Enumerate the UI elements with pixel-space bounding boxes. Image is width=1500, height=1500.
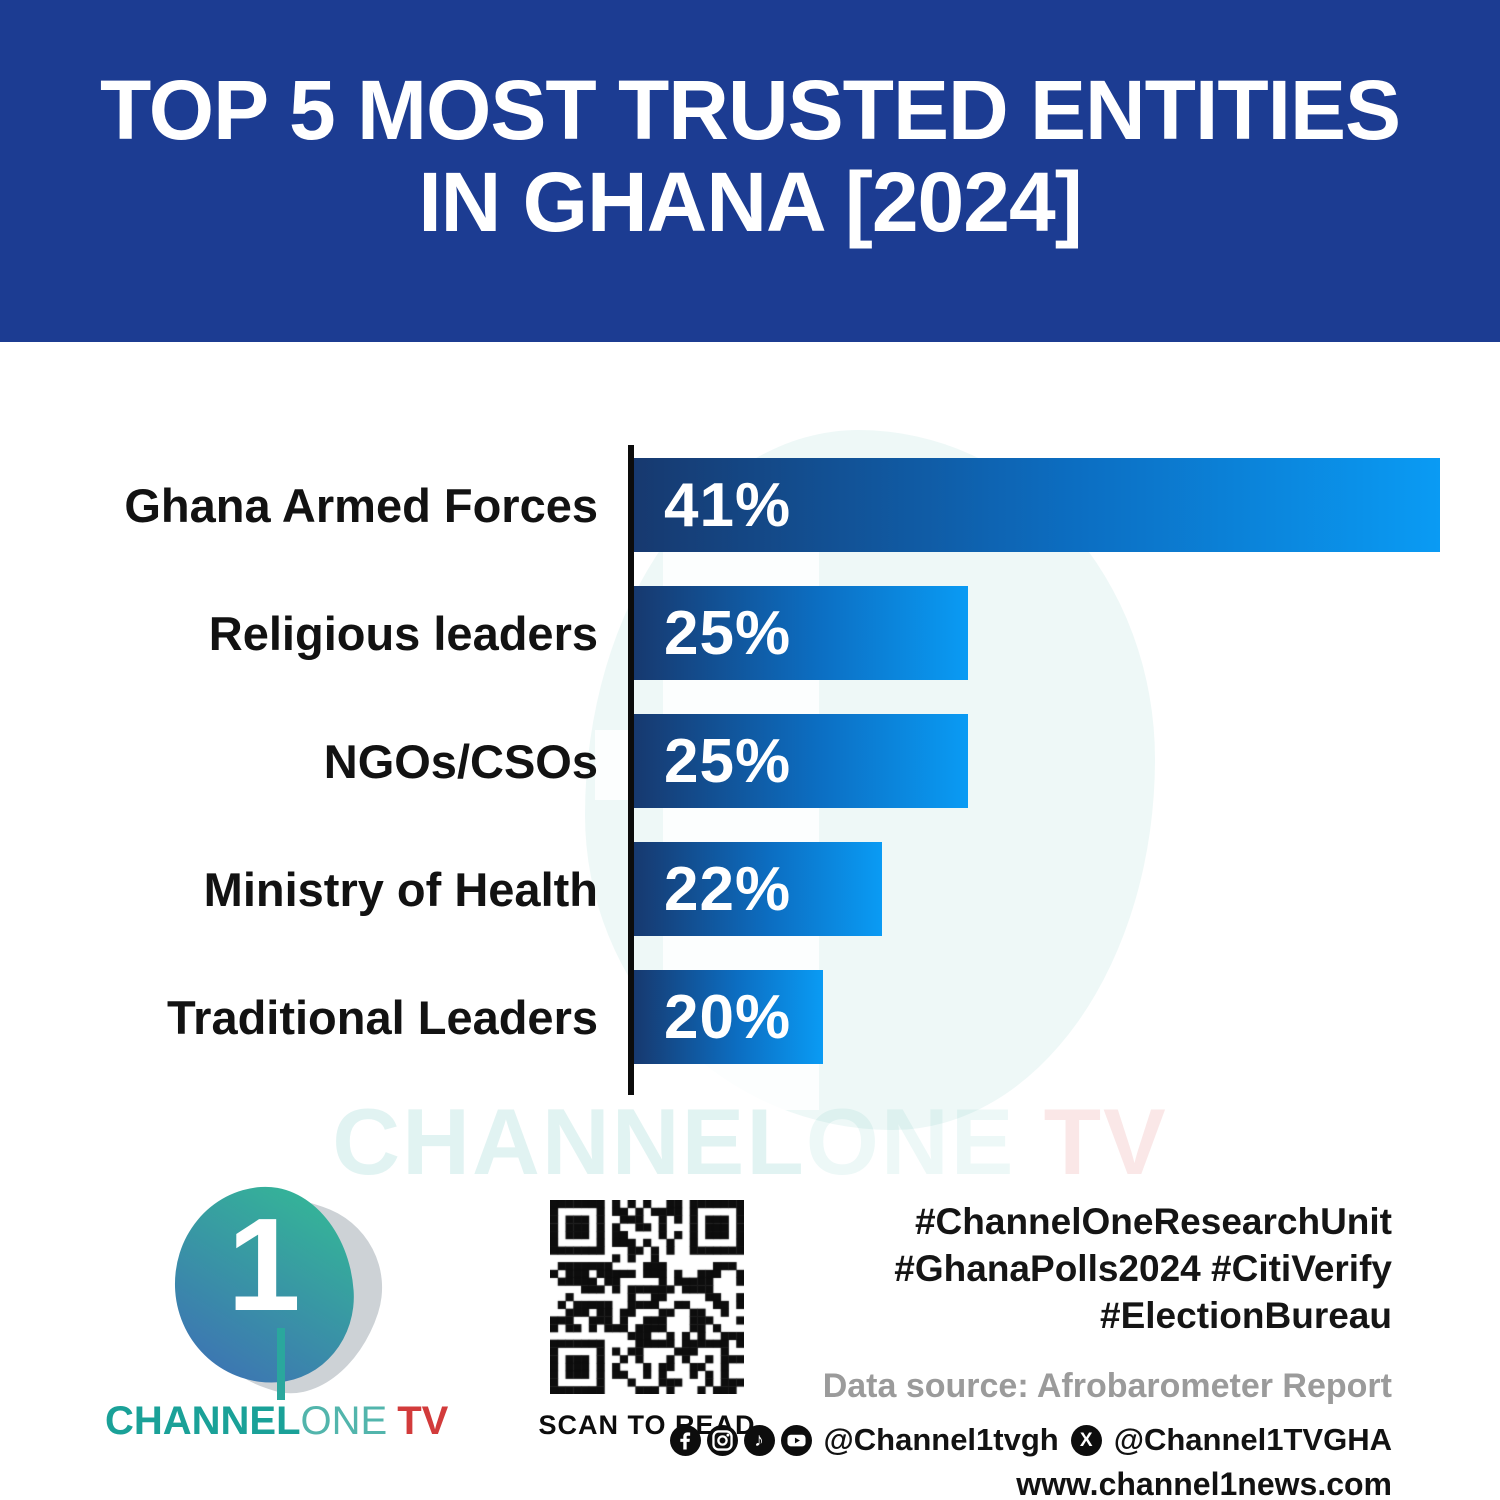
category-label: Ghana Armed Forces xyxy=(124,478,598,532)
youtube-icon xyxy=(780,1424,812,1456)
logo-numeral: 1 xyxy=(227,1191,301,1338)
watermark-one: ONE xyxy=(805,1089,1016,1194)
qr-section: SCAN TO READ xyxy=(538,1200,756,1441)
chart-row: Ministry of Health 22% xyxy=(0,825,1500,953)
bar: 20% xyxy=(634,970,823,1064)
chart-row: Religious leaders 25% xyxy=(0,569,1500,697)
social-row: ♪ @Channel1tvgh X @Channel1TVGHA xyxy=(669,1422,1392,1458)
bar-chart: Ghana Armed Forces 41% Religious leaders 25… xyxy=(0,441,1500,1095)
logo-text-tv: TV xyxy=(397,1399,449,1443)
bar-value-label: 22% xyxy=(664,854,792,924)
hashtag-line-2: #GhanaPolls2024 #CitiVerify xyxy=(894,1248,1392,1289)
bar-value-label: 25% xyxy=(664,726,792,796)
bar: 25% xyxy=(634,586,968,680)
hashtag-line-3: #ElectionBureau xyxy=(1100,1295,1392,1336)
x-twitter-icon: X xyxy=(1070,1424,1102,1456)
category-label: Traditional Leaders xyxy=(167,990,598,1044)
page-title: TOP 5 MOST TRUSTED ENTITIES IN GHANA [20… xyxy=(0,64,1500,248)
category-label: Ministry of Health xyxy=(203,862,598,916)
bar: 41% xyxy=(634,458,1440,552)
header-banner: TOP 5 MOST TRUSTED ENTITIES IN GHANA [20… xyxy=(0,0,1500,342)
bar: 25% xyxy=(634,714,968,808)
handle-main: @Channel1tvgh xyxy=(823,1422,1059,1457)
logo-numeral-stem xyxy=(277,1328,285,1400)
category-label: Religious leaders xyxy=(208,606,598,660)
hashtag-line-1: #ChannelOneResearchUnit xyxy=(914,1201,1392,1242)
chart-row: Ghana Armed Forces 41% xyxy=(0,441,1500,569)
bar: 22% xyxy=(634,842,882,936)
footer-info: #ChannelOneResearchUnit #GhanaPolls2024 … xyxy=(669,1198,1392,1500)
channel-one-logo: 1 CHANNELONE TV xyxy=(105,1178,449,1444)
facebook-icon xyxy=(669,1424,701,1456)
watermark-tv: TV xyxy=(1015,1089,1168,1194)
instagram-icon xyxy=(706,1424,738,1456)
title-line-2: IN GHANA [2024] xyxy=(418,155,1082,249)
logo-wordmark: CHANNELONE TV xyxy=(105,1399,449,1444)
logo-text-channel: CHANNEL xyxy=(105,1399,301,1443)
category-label: NGOs/CSOs xyxy=(323,734,598,788)
qr-code xyxy=(550,1200,744,1394)
logo-graphic: 1 xyxy=(105,1178,445,1414)
chart-rows: Ghana Armed Forces 41% Religious leaders 25… xyxy=(0,441,1500,1081)
chart-row: Traditional Leaders 20% xyxy=(0,953,1500,1081)
logo-text-one: ONE xyxy=(300,1399,388,1443)
bar-value-label: 25% xyxy=(664,598,792,668)
website-url: www.channel1news.com xyxy=(1016,1466,1392,1500)
data-source-note: Data source: Afrobarometer Report xyxy=(822,1367,1392,1405)
watermark-channel: CHANNEL xyxy=(332,1089,806,1194)
chart-row: NGOs/CSOs 25% xyxy=(0,697,1500,825)
brand-watermark-text: CHANNELONE TV xyxy=(0,1088,1500,1196)
title-line-1: TOP 5 MOST TRUSTED ENTITIES xyxy=(99,63,1401,157)
chart-axis-line xyxy=(628,445,634,1095)
handle-x: @Channel1TVGHA xyxy=(1113,1422,1392,1457)
bar-value-label: 20% xyxy=(664,982,792,1052)
tiktok-icon: ♪ xyxy=(743,1424,775,1456)
bar-value-label: 41% xyxy=(664,470,792,540)
